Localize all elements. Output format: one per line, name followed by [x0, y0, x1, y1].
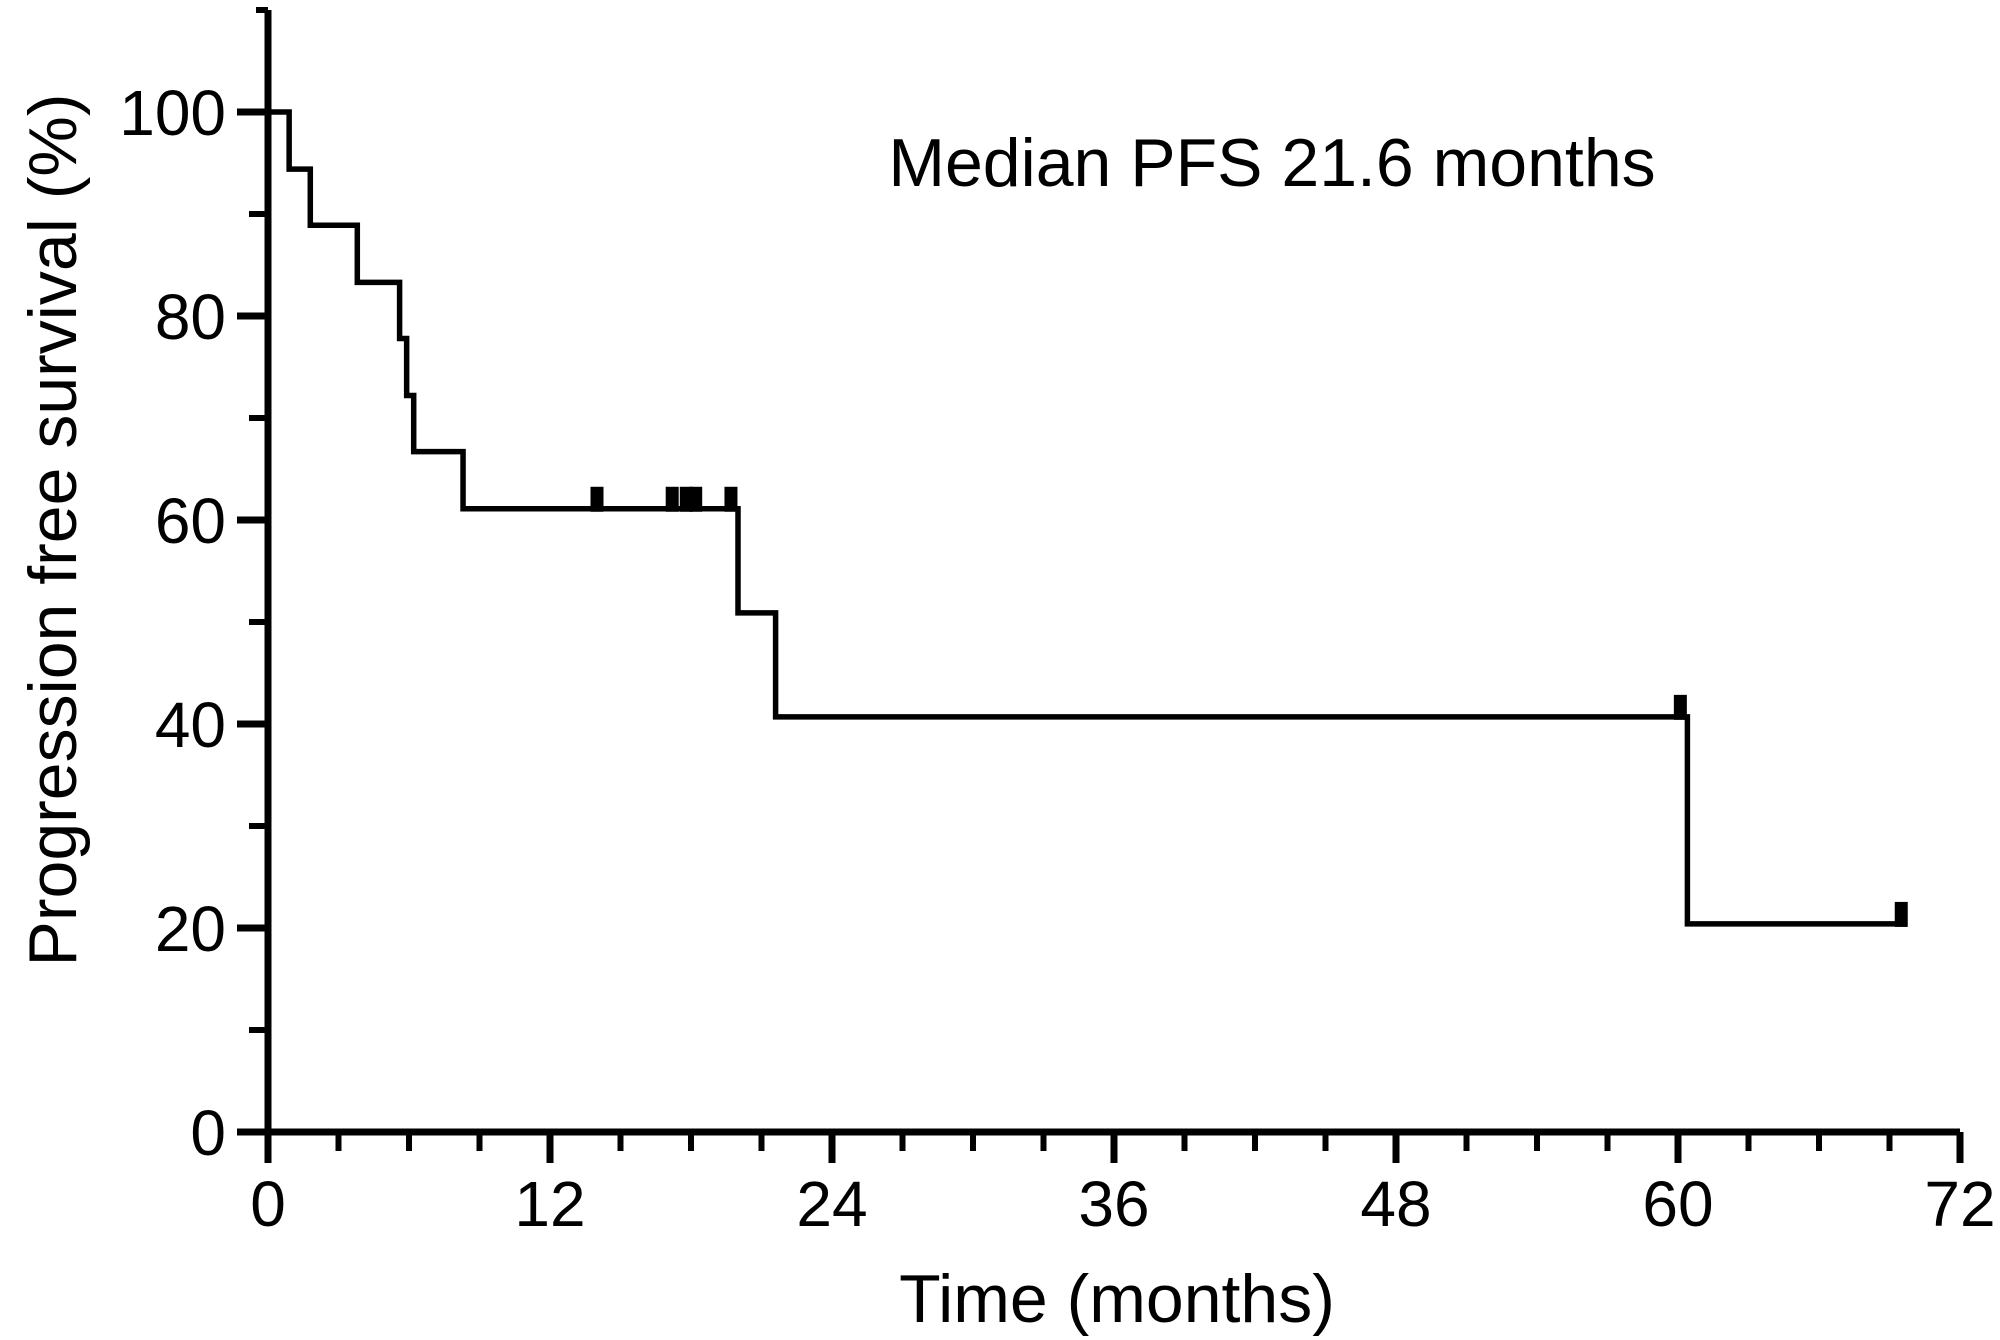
x-tick-label: 0 — [250, 1168, 286, 1240]
y-tick-label: 60 — [155, 485, 226, 557]
x-tick-label: 60 — [1642, 1168, 1713, 1240]
axis-ticks — [237, 7, 1964, 1163]
y-axis-title: Progression free survival (%) — [15, 94, 91, 967]
median-annotation: Median PFS 21.6 months — [888, 125, 1655, 201]
x-tick-label: 36 — [1078, 1168, 1149, 1240]
x-tick-label: 48 — [1360, 1168, 1431, 1240]
x-tick-label: 12 — [514, 1168, 585, 1240]
censor-marks — [590, 486, 1908, 927]
y-tick-label: 80 — [155, 281, 226, 353]
censor-tick — [724, 486, 738, 512]
x-tick-label: 72 — [1924, 1168, 1995, 1240]
y-tick-label: 0 — [190, 1097, 226, 1169]
y-tick-label: 40 — [155, 689, 226, 761]
censor-tick — [665, 486, 679, 512]
censor-tick — [1673, 694, 1687, 720]
survival-curve — [268, 109, 1906, 927]
axis-tick-labels: 0 12 24 36 48 60 72 0 20 40 60 80 100 — [119, 77, 1995, 1240]
y-tick-label: 100 — [119, 77, 226, 149]
censor-tick — [689, 486, 703, 512]
y-tick-label: 20 — [155, 893, 226, 965]
x-axis-title: Time (months) — [899, 1261, 1335, 1337]
censor-tick — [590, 486, 604, 512]
x-tick-label: 24 — [796, 1168, 867, 1240]
censor-tick — [1894, 901, 1908, 927]
pfs-curve-path — [268, 109, 1906, 927]
